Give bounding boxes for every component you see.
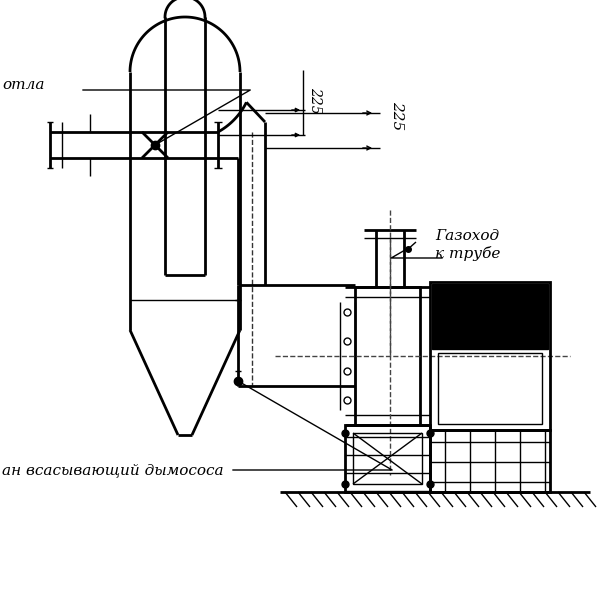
Bar bbox=[345, 425, 430, 492]
Text: 225: 225 bbox=[308, 86, 322, 113]
Bar bbox=[430, 430, 550, 492]
Text: 225: 225 bbox=[390, 101, 404, 130]
Text: отла: отла bbox=[2, 78, 44, 92]
Text: ан всасывающий дымососа: ан всасывающий дымососа bbox=[2, 463, 224, 477]
Bar bbox=[353, 433, 422, 484]
Text: Газоход
к трубе: Газоход к трубе bbox=[435, 229, 500, 262]
Polygon shape bbox=[432, 284, 548, 349]
Bar bbox=[438, 353, 542, 424]
Bar bbox=[430, 282, 550, 430]
Bar bbox=[355, 287, 420, 425]
